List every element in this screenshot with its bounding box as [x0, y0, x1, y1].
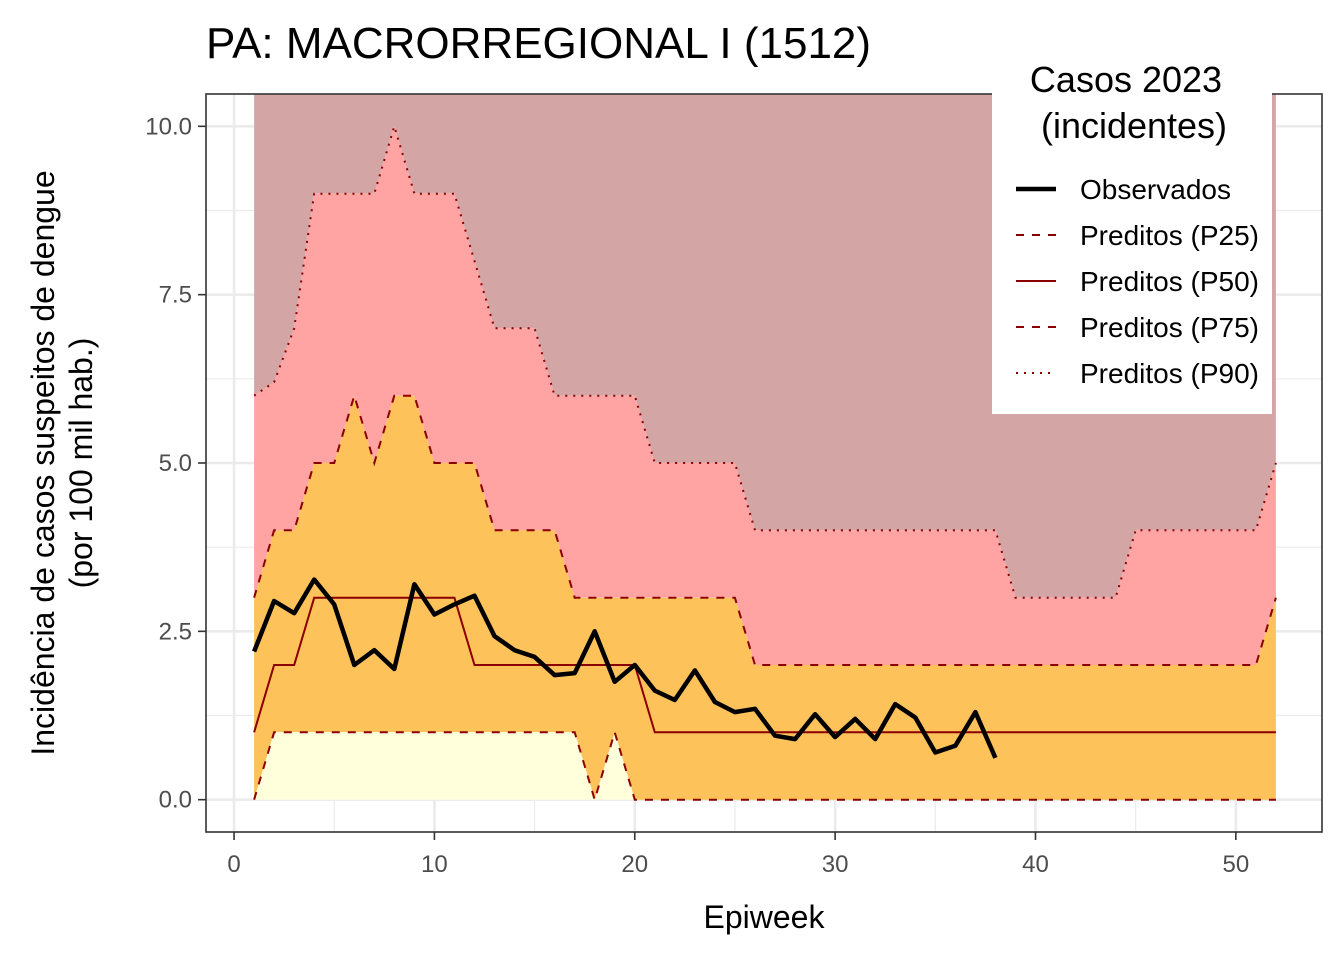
- y-axis-title-line1: Incidência de casos suspeitos de dengue: [25, 170, 61, 755]
- y-tick-label-0: 0.0: [159, 787, 192, 814]
- series-line-p75: [253, 392, 1277, 666]
- lines: [252, 122, 1277, 804]
- legend-items: Observados Preditos (P25) Preditos (P50) Pr…: [1016, 174, 1259, 389]
- y-axis: 0.0 2.5 5.0 7.5 10.0: [145, 113, 206, 814]
- band-p75-p90: [254, 126, 1276, 666]
- y-axis-title: Incidência de casos suspeitos de dengue …: [25, 170, 99, 755]
- band-p25-p75: [254, 395, 1276, 800]
- legend-label-2: Preditos (P50): [1080, 266, 1259, 297]
- legend-title-line1: Casos 2023: [1030, 59, 1222, 100]
- series-line-observados: [252, 577, 998, 759]
- legend-label-0: Observados: [1080, 174, 1231, 205]
- y-tick-label-1: 2.5: [159, 618, 192, 645]
- band-below-p25: [254, 732, 1276, 800]
- y-axis-title-line2: (por 100 mil hab.): [63, 338, 99, 589]
- legend: Casos 2023 (incidentes) Observados Predit…: [992, 58, 1272, 414]
- x-tick-label-2: 20: [621, 851, 648, 878]
- x-axis-title: Epiweek: [704, 899, 826, 935]
- legend-label-3: Preditos (P75): [1080, 312, 1259, 343]
- x-tick-label-3: 30: [822, 851, 849, 878]
- legend-label-4: Preditos (P90): [1080, 358, 1259, 389]
- x-tick-label-5: 50: [1222, 851, 1249, 878]
- x-axis: 0 10 20 30 40 50: [227, 832, 1249, 878]
- x-tick-label-0: 0: [227, 851, 240, 878]
- legend-title-line2: (incidentes): [1041, 105, 1227, 146]
- legend-label-1: Preditos (P25): [1080, 220, 1259, 251]
- y-tick-label-2: 5.0: [159, 450, 192, 477]
- y-tick-label-4: 10.0: [145, 113, 192, 140]
- x-tick-label-4: 40: [1022, 851, 1049, 878]
- x-tick-label-1: 10: [421, 851, 448, 878]
- chart-title: PA: MACRORREGIONAL I (1512): [206, 19, 871, 68]
- y-tick-label-3: 7.5: [159, 282, 192, 309]
